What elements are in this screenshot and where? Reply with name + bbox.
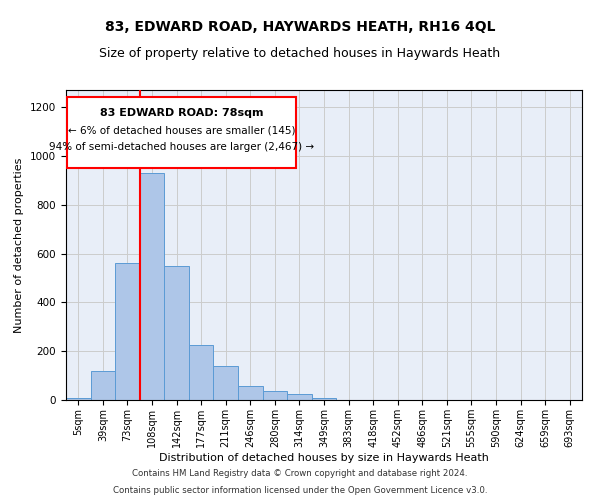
Text: 83, EDWARD ROAD, HAYWARDS HEATH, RH16 4QL: 83, EDWARD ROAD, HAYWARDS HEATH, RH16 4Q… [105,20,495,34]
Bar [189,345,214,400]
Bar [263,392,287,400]
Text: Contains HM Land Registry data © Crown copyright and database right 2024.: Contains HM Land Registry data © Crown c… [132,468,468,477]
Text: Size of property relative to detached houses in Haywards Heath: Size of property relative to detached ho… [100,48,500,60]
Bar [115,264,140,400]
Bar [67,98,296,168]
Bar [91,370,115,400]
Text: 94% of semi-detached houses are larger (2,467) →: 94% of semi-detached houses are larger (… [49,142,314,152]
Bar [312,398,336,400]
Bar [287,394,312,400]
Bar [164,266,189,400]
Bar [238,386,263,400]
Bar [214,366,238,400]
Y-axis label: Number of detached properties: Number of detached properties [14,158,25,332]
Bar [66,398,91,400]
Text: 83 EDWARD ROAD: 78sqm: 83 EDWARD ROAD: 78sqm [100,108,263,118]
Text: Contains public sector information licensed under the Open Government Licence v3: Contains public sector information licen… [113,486,487,495]
Text: ← 6% of detached houses are smaller (145): ← 6% of detached houses are smaller (145… [68,126,295,136]
Bar [140,173,164,400]
X-axis label: Distribution of detached houses by size in Haywards Heath: Distribution of detached houses by size … [159,452,489,462]
